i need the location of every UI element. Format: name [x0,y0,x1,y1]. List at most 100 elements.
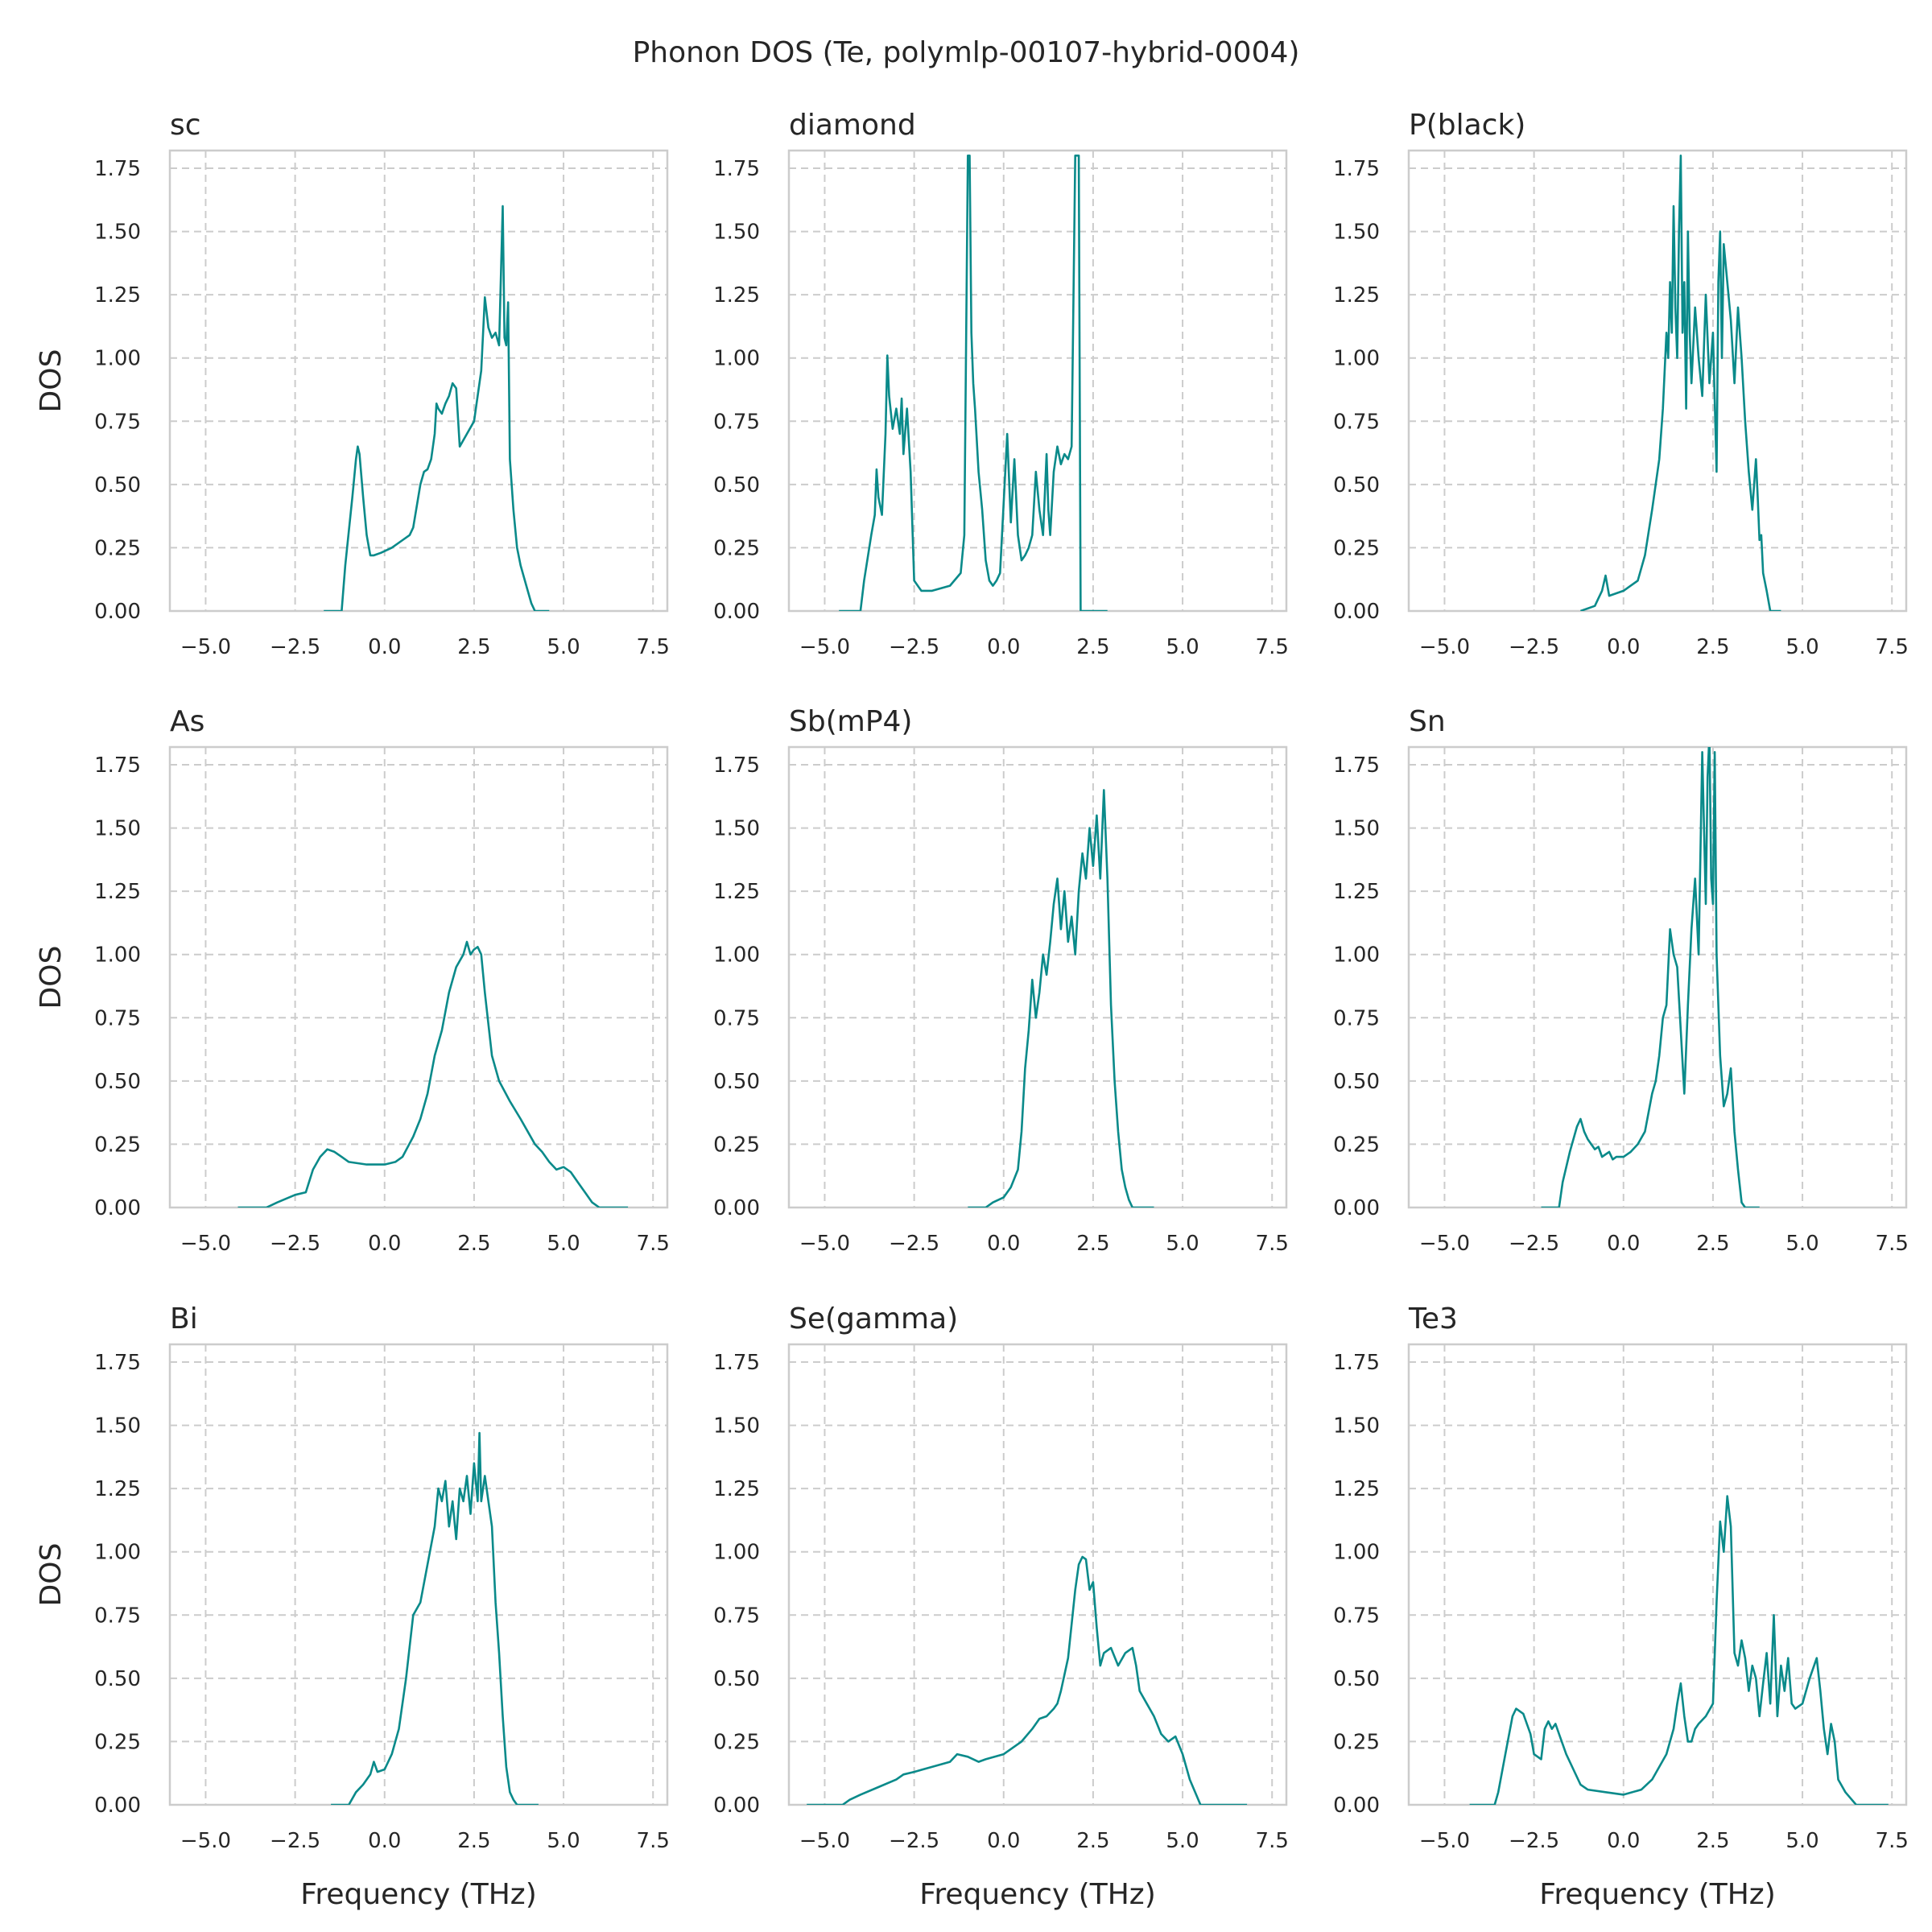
y-axis-label: DOS [35,946,68,1009]
x-tick-label: −5.0 [799,635,850,659]
x-tick-label: −5.0 [1419,1829,1470,1853]
x-tick-label: 2.5 [457,1829,490,1853]
x-tick-label: 5.0 [1166,635,1199,659]
axes-frame [787,1343,1288,1806]
panel-7: Bi −5.0 −2.5 0.0 2.5 5.0 7.5 0.00 0.25 0.50 0.75 1.… [35,1302,670,1911]
y-tick-label: 1.00 [713,943,760,968]
y-tick-label: 1.75 [1333,1351,1380,1375]
panel-title: Te3 [1408,1302,1458,1335]
y-tick-label: 0.00 [1333,1794,1380,1818]
y-tick-label: 1.75 [713,1351,760,1375]
y-tick-label: 0.25 [1333,1730,1380,1754]
x-tick-label: −5.0 [1419,635,1470,659]
x-tick-label: 0.0 [987,635,1020,659]
y-tick-label: 0.50 [94,1070,141,1094]
panel-2: diamond −5.0 −2.5 0.0 2.5 5.0 7.5 0.00 0.25 0.50 0… [713,109,1289,659]
x-axis-label: Frequency (THz) [919,1878,1155,1911]
y-tick-label: 1.25 [94,283,141,308]
y-tick-label: 0.75 [1333,410,1380,434]
x-tick-label: 0.0 [368,1232,401,1256]
panel-1: sc −5.0 −2.5 0.0 2.5 5.0 7.5 0.00 0.25 0.50 0.75 1.… [35,109,670,659]
y-tick-label: 0.00 [94,1794,141,1818]
x-tick-label: −5.0 [180,635,231,659]
y-tick-label: 0.25 [1333,536,1380,560]
panel-4: As −5.0 −2.5 0.0 2.5 5.0 7.5 0.00 0.25 0.50 0.75 1.… [35,705,670,1256]
x-tick-label: 2.5 [1696,1232,1729,1256]
x-tick-label: −2.5 [270,1829,320,1853]
y-tick-label: 0.50 [94,1667,141,1691]
y-tick-label: 1.75 [94,1351,141,1375]
y-tick-label: 1.00 [713,347,760,371]
x-tick-label: −2.5 [1509,1232,1559,1256]
y-tick-label: 1.00 [94,1541,141,1565]
dos-curve [331,1431,539,1805]
y-tick-label: 1.25 [713,283,760,308]
y-tick-label: 0.25 [1333,1133,1380,1157]
y-tick-label: 1.50 [713,817,760,841]
y-tick-label: 1.00 [1333,347,1380,371]
axes-frame [1407,1343,1908,1806]
y-tick-label: 1.25 [94,880,141,904]
dos-curve [324,204,550,611]
y-tick-label: 0.75 [94,410,141,434]
y-tick-label: 0.50 [1333,1667,1380,1691]
y-tick-label: 1.75 [713,157,760,181]
y-tick-label: 0.25 [94,1730,141,1754]
x-tick-label: −5.0 [1419,1232,1470,1256]
y-tick-label: 1.00 [713,1541,760,1565]
axes-frame [168,745,669,1209]
y-tick-label: 1.75 [94,157,141,181]
y-tick-label: 1.50 [713,1414,760,1439]
axes-frame [168,149,669,613]
x-tick-label: 5.0 [547,1829,580,1853]
dos-curve [237,940,629,1208]
y-tick-label: 1.00 [94,943,141,968]
y-tick-label: 0.00 [1333,1196,1380,1220]
y-tick-label: 1.50 [94,817,141,841]
x-tick-label: 7.5 [637,1829,670,1853]
x-tick-label: 0.0 [1607,1829,1640,1853]
y-tick-label: 0.25 [94,1133,141,1157]
x-tick-label: 0.0 [368,1829,401,1853]
axes-frame [1407,149,1908,613]
x-tick-label: −2.5 [270,635,320,659]
y-tick-label: 1.00 [1333,1541,1380,1565]
axes-frame [1407,745,1908,1209]
panel-6: Sn −5.0 −2.5 0.0 2.5 5.0 7.5 0.00 0.25 0.50 0.75 1.… [1333,705,1909,1256]
x-tick-label: 7.5 [1256,1232,1289,1256]
y-tick-label: 1.25 [1333,880,1380,904]
x-tick-label: 5.0 [547,635,580,659]
y-tick-label: 1.50 [94,221,141,245]
panel-title: P(black) [1409,109,1525,142]
y-tick-label: 0.25 [713,1730,760,1754]
dos-curve [807,1555,1248,1805]
y-tick-label: 0.75 [94,1604,141,1628]
axes-frame [168,1343,669,1806]
x-tick-label: 0.0 [987,1232,1020,1256]
y-tick-label: 1.50 [1333,817,1380,841]
panel-title: As [170,705,204,738]
x-tick-label: −5.0 [799,1232,850,1256]
panel-title: Se(gamma) [789,1302,958,1335]
dos-curve [1541,747,1760,1208]
x-tick-label: 2.5 [1076,1829,1109,1853]
y-tick-label: 0.50 [1333,1070,1380,1094]
dos-curve [1579,155,1781,611]
y-tick-label: 0.50 [713,473,760,497]
y-tick-label: 1.75 [1333,753,1380,778]
y-tick-label: 0.25 [713,536,760,560]
y-tick-label: 0.00 [1333,600,1380,624]
panel-title: diamond [789,109,916,142]
x-tick-label: −2.5 [889,1232,939,1256]
x-tick-label: 0.0 [1607,1232,1640,1256]
y-tick-label: 0.00 [713,1794,760,1818]
x-tick-label: 2.5 [1696,1829,1729,1853]
y-tick-label: 0.25 [713,1133,760,1157]
y-tick-label: 0.00 [713,600,760,624]
y-tick-label: 0.75 [713,1006,760,1030]
panel-5: Sb(mP4) −5.0 −2.5 0.0 2.5 5.0 7.5 0.00 0.25 0.50 0… [713,705,1289,1256]
y-tick-label: 1.75 [94,753,141,778]
x-tick-label: 7.5 [637,1232,670,1256]
x-tick-label: 2.5 [457,1232,490,1256]
